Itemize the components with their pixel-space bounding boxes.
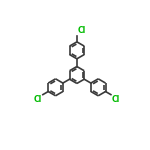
Text: Cl: Cl	[112, 95, 120, 104]
Text: Cl: Cl	[34, 95, 42, 104]
Text: Cl: Cl	[78, 26, 86, 35]
